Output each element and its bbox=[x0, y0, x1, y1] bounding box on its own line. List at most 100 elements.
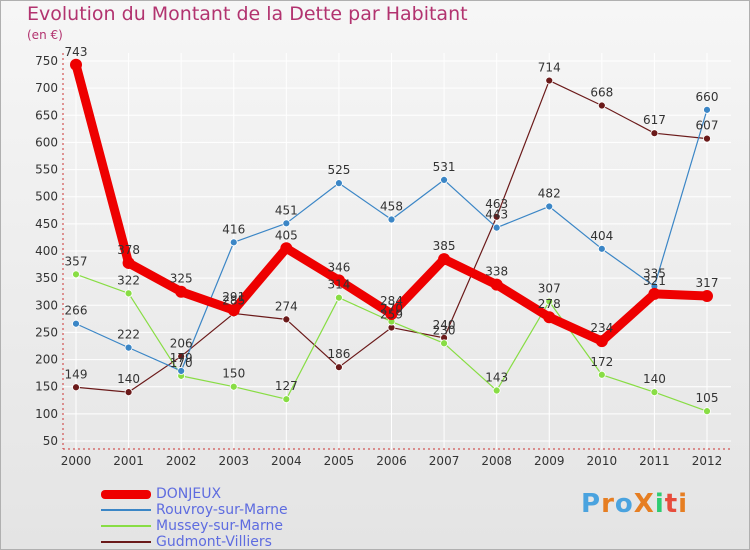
data-label: 714 bbox=[538, 61, 561, 75]
x-tick-label: 2001 bbox=[113, 454, 144, 468]
data-label: 458 bbox=[380, 200, 403, 214]
y-tick-label: 350 bbox=[35, 271, 58, 285]
data-point bbox=[335, 363, 343, 372]
data-point bbox=[440, 175, 448, 184]
data-label: 266 bbox=[65, 304, 88, 318]
data-label: 617 bbox=[643, 113, 666, 127]
data-point bbox=[545, 76, 554, 85]
legend-label: Rouvroy-sur-Marne bbox=[156, 502, 288, 518]
data-point bbox=[177, 352, 186, 361]
y-tick-label: 400 bbox=[35, 244, 58, 258]
data-label: 325 bbox=[170, 272, 193, 286]
legend-swatch bbox=[101, 541, 151, 543]
logo-letter: o bbox=[614, 489, 634, 519]
legend-item: DONJEUX bbox=[101, 486, 361, 502]
legend-swatch bbox=[101, 490, 151, 499]
data-label: 385 bbox=[433, 239, 456, 253]
data-label: 378 bbox=[117, 243, 140, 257]
data-point bbox=[648, 287, 661, 300]
chart-title: Evolution du Montant de la Dette par Hab… bbox=[27, 3, 468, 25]
y-tick-label: 150 bbox=[35, 380, 58, 394]
data-label: 357 bbox=[65, 254, 88, 268]
data-label: 179 bbox=[170, 351, 193, 365]
data-label: 660 bbox=[696, 90, 719, 104]
data-label: 259 bbox=[380, 308, 403, 322]
y-tick-label: 200 bbox=[35, 353, 58, 367]
data-point bbox=[124, 343, 133, 352]
data-label: 150 bbox=[222, 367, 245, 381]
data-label: 317 bbox=[696, 276, 719, 290]
legend-label: Mussey-sur-Marne bbox=[156, 518, 283, 534]
data-label: 335 bbox=[643, 266, 666, 280]
legend-item: Gudmont-Villiers bbox=[101, 534, 361, 550]
data-point bbox=[335, 293, 343, 302]
y-tick-label: 550 bbox=[35, 163, 58, 177]
data-point bbox=[492, 223, 501, 232]
y-tick-label: 600 bbox=[35, 135, 58, 149]
data-label: 743 bbox=[65, 45, 88, 59]
data-label: 405 bbox=[275, 228, 298, 242]
data-label: 234 bbox=[590, 321, 613, 335]
data-point bbox=[492, 212, 501, 221]
y-tick-label: 750 bbox=[35, 54, 58, 68]
data-label: 230 bbox=[433, 323, 456, 337]
data-point bbox=[70, 58, 82, 71]
legend-item: Mussey-sur-Marne bbox=[101, 518, 361, 534]
legend-label: DONJEUX bbox=[156, 486, 222, 502]
x-tick-label: 2007 bbox=[429, 454, 460, 468]
data-point bbox=[490, 278, 503, 291]
data-point bbox=[703, 105, 711, 114]
data-label: 322 bbox=[117, 273, 140, 287]
x-tick-label: 2006 bbox=[376, 454, 407, 468]
y-unit-label: (en €) bbox=[27, 28, 63, 42]
data-label: 149 bbox=[65, 367, 88, 381]
data-point bbox=[492, 386, 501, 395]
y-tick-label: 650 bbox=[35, 108, 58, 122]
x-tick-label: 2011 bbox=[639, 454, 670, 468]
data-label: 668 bbox=[590, 86, 613, 100]
y-tick-label: 300 bbox=[35, 298, 58, 312]
data-label: 607 bbox=[696, 119, 719, 133]
data-point bbox=[332, 274, 345, 287]
data-point bbox=[280, 242, 293, 255]
x-tick-label: 2002 bbox=[166, 454, 197, 468]
legend-label: Gudmont-Villiers bbox=[156, 534, 272, 550]
data-point bbox=[122, 256, 135, 269]
data-label: 240 bbox=[433, 318, 456, 332]
x-tick-label: 2003 bbox=[218, 454, 249, 468]
x-tick-label: 2009 bbox=[534, 454, 565, 468]
data-point bbox=[124, 388, 133, 397]
legend-swatch bbox=[101, 525, 151, 527]
data-point bbox=[703, 134, 711, 143]
y-tick-label: 50 bbox=[43, 434, 58, 448]
y-tick-label: 250 bbox=[35, 325, 58, 339]
data-label: 404 bbox=[590, 229, 613, 243]
data-point bbox=[72, 319, 80, 328]
x-tick-label: 2005 bbox=[324, 454, 355, 468]
chart-legend: DONJEUX Rouvroy-sur-Marne Mussey-sur-Marne… bbox=[101, 486, 361, 550]
x-tick-label: 2010 bbox=[587, 454, 618, 468]
data-label: 222 bbox=[117, 328, 140, 342]
proxiti-logo: ProXiti bbox=[581, 489, 688, 519]
data-label: 321 bbox=[643, 274, 666, 288]
data-label: 284 bbox=[380, 294, 403, 308]
data-label: 170 bbox=[170, 356, 193, 370]
data-point bbox=[175, 285, 188, 298]
y-tick-label: 700 bbox=[35, 81, 58, 95]
data-point bbox=[177, 367, 186, 375]
logo-letter: i bbox=[654, 489, 665, 519]
y-tick-label: 500 bbox=[35, 190, 58, 204]
data-point bbox=[227, 304, 240, 317]
data-label: 482 bbox=[538, 186, 561, 200]
data-label: 346 bbox=[327, 260, 350, 274]
data-label: 338 bbox=[485, 265, 508, 279]
x-tick-label: 2008 bbox=[481, 454, 512, 468]
logo-letter: X bbox=[633, 489, 655, 519]
y-tick-label: 100 bbox=[35, 407, 58, 421]
data-point bbox=[124, 289, 133, 298]
data-point bbox=[72, 270, 80, 279]
data-label: 140 bbox=[117, 372, 140, 386]
data-label: 127 bbox=[275, 379, 298, 393]
data-label: 443 bbox=[485, 208, 508, 222]
